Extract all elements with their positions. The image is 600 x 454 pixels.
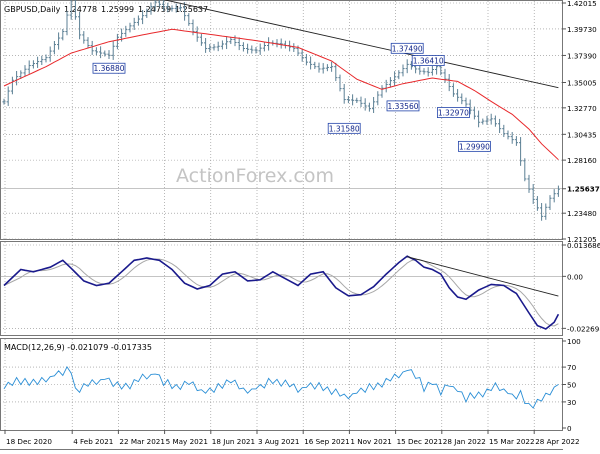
header-symbol: GBPUSD,Daily bbox=[4, 5, 61, 14]
y-tick-label: 1.21205 bbox=[567, 235, 597, 244]
x-tick-label: 18 Jun 2021 bbox=[212, 437, 255, 446]
x-tick-label: 15 Mar 2022 bbox=[489, 437, 535, 446]
y-tick-label: 1.23480 bbox=[567, 209, 597, 218]
header-close: 1.25637 bbox=[175, 5, 208, 14]
rsi-title: MACD(12,26,9) -0.021079 -0.017335 bbox=[4, 343, 152, 352]
x-tick-label: 1 Nov 2021 bbox=[350, 437, 391, 446]
price-header: GBPUSD,Daily 1.24778 1.25999 1.24759 1.2… bbox=[4, 5, 208, 14]
macd-y-tick-label: -0.022698 bbox=[567, 324, 600, 333]
y-tick-label: 1.42015 bbox=[567, 0, 597, 8]
macd-y-tick-label: 0.00 bbox=[567, 272, 583, 281]
price-level-label-box bbox=[390, 42, 424, 54]
rsi-line bbox=[3, 366, 559, 409]
rsi-y-tick-label: 0 bbox=[567, 424, 572, 433]
macd-trend-line bbox=[407, 256, 559, 297]
price-level-label: 1.36880 bbox=[93, 64, 124, 73]
y-tick-label: 1.35005 bbox=[567, 78, 597, 87]
x-tick-label: 16 Sep 2021 bbox=[304, 437, 350, 446]
macd-signal-line bbox=[3, 258, 559, 327]
y-tick-label: 1.37390 bbox=[567, 51, 597, 60]
price-layer: 1.424001.424801.368801.315801.335601.374… bbox=[2, 0, 560, 221]
price-level-label: 1.32970 bbox=[438, 109, 469, 118]
y-tick-label: 1.30435 bbox=[567, 130, 597, 139]
rsi-y-tick-label: 70 bbox=[567, 363, 577, 372]
macd-line bbox=[3, 255, 560, 330]
x-tick-label: 18 Dec 2020 bbox=[6, 437, 52, 446]
y-tick-label: 1.39730 bbox=[567, 25, 597, 34]
y-tick-label: 1.28160 bbox=[567, 156, 597, 165]
price-level-label-box bbox=[457, 140, 491, 152]
current-price-label: 1.25637 bbox=[567, 185, 600, 194]
price-level-label-box bbox=[411, 55, 445, 66]
price-level-label: 1.37490 bbox=[392, 44, 423, 53]
x-tick-label: 22 Mar 2021 bbox=[119, 437, 165, 446]
x-tick-label: 5 May 2021 bbox=[166, 437, 208, 446]
macd-layer bbox=[3, 255, 560, 330]
price-level-label: 1.33560 bbox=[387, 102, 418, 111]
header-low: 1.24759 bbox=[138, 5, 171, 14]
price-level-label: 1.29990 bbox=[459, 142, 490, 151]
macd-y-tick-label: 0.013686 bbox=[567, 241, 600, 250]
price-panel-frame bbox=[0, 0, 563, 240]
rsi-y-tick-label: 50 bbox=[567, 381, 577, 390]
price-level-label-box bbox=[386, 100, 420, 112]
x-tick-label: 28 Apr 2022 bbox=[535, 437, 579, 446]
price-level-label-box bbox=[327, 122, 361, 134]
price-level-label-box bbox=[92, 62, 126, 74]
moving-average-line bbox=[3, 28, 559, 161]
header-high: 1.25999 bbox=[101, 5, 134, 14]
x-tick-label: 15 Dec 2021 bbox=[397, 437, 443, 446]
rsi-y-tick-label: 30 bbox=[567, 398, 577, 407]
x-tick-label: 28 Jan 2022 bbox=[443, 437, 486, 446]
x-tick-label: 3 Aug 2021 bbox=[258, 437, 299, 446]
rsi-y-tick-label: 100 bbox=[567, 337, 581, 346]
watermark: ActionForex.com bbox=[176, 165, 334, 187]
x-tick-label: 4 Feb 2021 bbox=[73, 437, 113, 446]
rsi-layer bbox=[3, 366, 559, 409]
price-level-label: 1.31580 bbox=[329, 124, 360, 133]
y-tick-label: 1.32770 bbox=[567, 104, 597, 113]
macd-panel-frame bbox=[0, 241, 563, 336]
header-open: 1.24778 bbox=[64, 5, 97, 14]
price-level-label: 1.36410 bbox=[413, 57, 444, 66]
trend-line bbox=[163, 0, 559, 89]
price-level-label-box bbox=[436, 107, 470, 118]
axis-layer: 18 Dec 2020 4 Feb 2021 22 Mar 2021 5 May 20… bbox=[4, 0, 600, 446]
grid-layer bbox=[0, 1, 562, 430]
